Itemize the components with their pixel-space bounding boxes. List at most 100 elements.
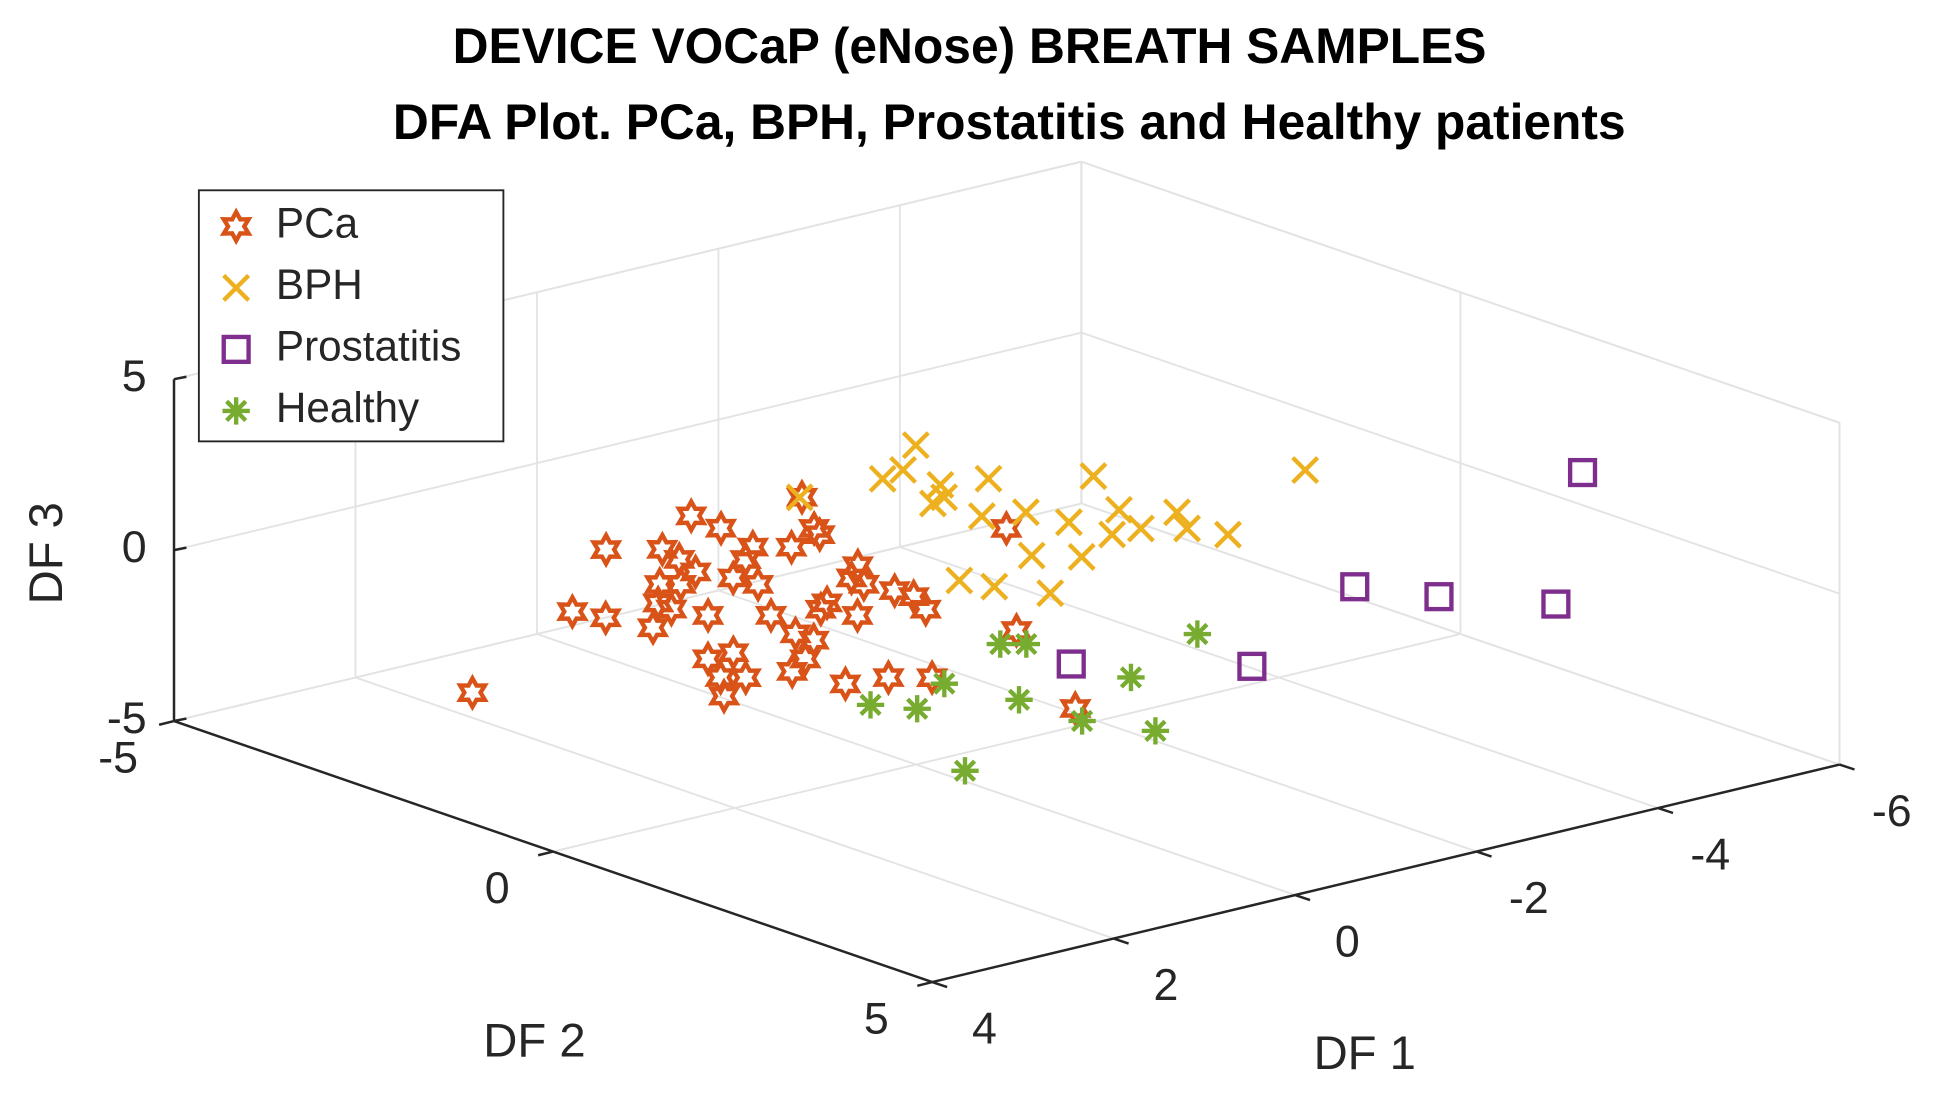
marker-shape	[1183, 620, 1212, 648]
marker-square	[1541, 589, 1571, 619]
legend-label: Prostatitis	[276, 323, 461, 370]
marker-shape	[990, 509, 1023, 548]
marker-shape	[974, 464, 1003, 493]
marker-shape	[775, 652, 809, 691]
marker-shape	[222, 397, 250, 425]
marker-shape	[788, 640, 822, 678]
x-tick-label: 4	[972, 1004, 997, 1054]
marker-hexagram	[646, 530, 679, 569]
marker-shape	[980, 572, 1009, 601]
z-axis-label: DF 3	[20, 502, 73, 604]
x-axis-label: DF 1	[1314, 1027, 1416, 1080]
marker-shape	[222, 273, 251, 302]
marker-shape	[655, 590, 688, 628]
grid-line	[173, 502, 1082, 722]
x-tick-label: -2	[1509, 873, 1549, 923]
marker-hexagram	[835, 559, 868, 597]
z-tick-label: -5	[107, 693, 147, 743]
marker-hexagram	[775, 528, 808, 566]
marker-shape	[967, 502, 996, 531]
marker-hexagram	[589, 599, 623, 637]
marker-shape	[1117, 663, 1145, 692]
marker-hexagram	[829, 665, 862, 703]
marker-hexagram	[872, 658, 905, 697]
marker-shape	[1163, 498, 1191, 527]
marker-hexagram	[990, 509, 1023, 548]
marker-shape	[754, 596, 788, 635]
x-tick	[931, 980, 948, 989]
y-tick-label: 0	[485, 863, 510, 913]
marker-hexagram	[707, 677, 741, 715]
marker-shape	[1141, 717, 1170, 745]
marker-shape	[872, 658, 905, 697]
marker-hexagram	[219, 207, 253, 246]
marker-hexagram	[897, 577, 931, 616]
marker-shape	[901, 431, 930, 460]
marker-asterisk	[903, 695, 931, 723]
marker-shape	[775, 528, 808, 566]
legend-label: PCa	[276, 199, 359, 246]
marker-shape	[847, 565, 881, 604]
marker-square	[1340, 572, 1370, 602]
marker-shape	[803, 515, 836, 554]
marker-hexagram	[589, 530, 623, 569]
marker-x	[1291, 456, 1320, 485]
marker-x	[889, 455, 918, 484]
marker-shape	[1098, 520, 1127, 549]
marker-square	[1056, 649, 1086, 679]
marker-shape	[1237, 651, 1267, 681]
marker-hexagram	[810, 584, 844, 622]
marker-shape	[897, 577, 931, 616]
axis-line	[931, 763, 1840, 984]
marker-hexagram	[556, 592, 589, 631]
marker-shape	[779, 615, 812, 653]
marker-shape	[704, 509, 738, 548]
marker-shape	[878, 571, 911, 610]
marker-shape	[717, 634, 750, 672]
marker-hexagram	[909, 590, 942, 629]
marker-x	[1067, 542, 1096, 571]
marker-x	[868, 464, 897, 493]
marker-shape	[636, 608, 670, 647]
marker-x	[1017, 541, 1046, 570]
marker-shape	[1424, 582, 1454, 612]
marker-shape	[664, 565, 698, 604]
marker-x	[974, 464, 1003, 493]
marker-square	[221, 334, 251, 364]
x-tick	[1294, 893, 1311, 902]
x-tick	[1476, 850, 1492, 858]
marker-shape	[930, 483, 959, 512]
marker-asterisk	[951, 757, 979, 785]
marker-shape	[729, 540, 762, 579]
marker-hexagram	[788, 640, 822, 678]
marker-shape	[903, 695, 931, 723]
marker-shape	[909, 590, 942, 629]
marker-shape	[1214, 520, 1242, 549]
marker-hexagram	[641, 584, 675, 622]
marker-x	[1126, 514, 1155, 543]
marker-shape	[1005, 686, 1033, 714]
marker-hexagram	[754, 596, 788, 635]
y-tick	[916, 980, 933, 987]
x-tick	[1657, 806, 1674, 815]
marker-x	[1011, 498, 1040, 527]
marker-shape	[1173, 514, 1202, 543]
marker-shape	[785, 483, 814, 512]
chart-title: DEVICE VOCaP (eNose) BREATH SAMPLES	[453, 18, 1487, 74]
legend-label: BPH	[276, 261, 363, 308]
marker-x	[222, 273, 251, 302]
marker-shape	[675, 497, 708, 535]
marker-hexagram	[803, 515, 836, 554]
x-tick	[1113, 937, 1129, 945]
x-tick-label: -6	[1872, 786, 1912, 836]
chart-title: DFA Plot. PCa, BPH, Prostatitis and Heal…	[393, 94, 1626, 150]
marker-shape	[556, 592, 589, 631]
marker-x	[945, 566, 974, 595]
marker-asterisk	[986, 630, 1014, 658]
marker-shape	[841, 546, 875, 585]
grid-line	[173, 331, 1082, 552]
marker-x	[1054, 508, 1083, 537]
marker-shape	[951, 757, 979, 785]
marker-shape	[889, 455, 918, 484]
z-tick-label: 0	[122, 522, 147, 572]
